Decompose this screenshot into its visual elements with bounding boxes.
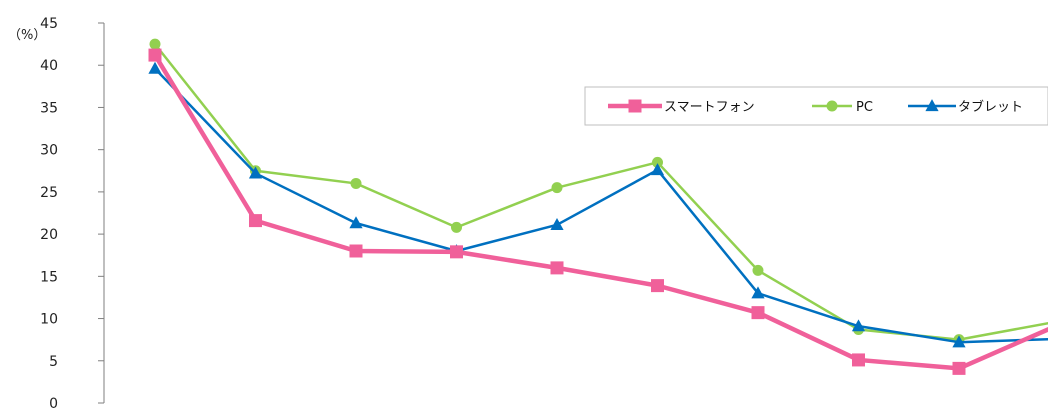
data-point — [451, 221, 462, 233]
data-point — [551, 182, 563, 194]
y-tick-label: 15 — [40, 269, 58, 285]
y-tick-label: 40 — [40, 58, 58, 74]
data-point — [952, 361, 966, 375]
legend-entry: PC — [812, 100, 873, 115]
data-point — [651, 279, 664, 293]
data-point — [349, 244, 363, 258]
legend-label: タブレット — [958, 99, 1023, 115]
y-tick-label: 45 — [40, 16, 58, 32]
data-point — [149, 38, 161, 50]
y-axis-unit-label: （%） — [8, 28, 46, 43]
legend-swatch-marker — [826, 100, 838, 112]
data-point — [851, 319, 866, 332]
data-point — [752, 264, 764, 276]
y-tick-label: 25 — [40, 185, 58, 201]
data-point — [350, 177, 362, 189]
legend-entry: タブレット — [908, 99, 1023, 115]
data-point — [852, 353, 865, 367]
y-tick-label: 10 — [40, 312, 58, 328]
series-layer — [148, 38, 1048, 375]
data-point — [450, 245, 463, 259]
legend-entry: スマートフォン — [608, 99, 755, 115]
y-tick-label: 30 — [40, 143, 58, 159]
data-point — [652, 156, 663, 168]
data-point — [550, 217, 564, 230]
y-tick-label: 35 — [40, 100, 58, 116]
data-point — [650, 163, 665, 176]
y-tick-label: 0 — [49, 396, 58, 410]
legend: スマートフォン PC タブレット — [584, 86, 1048, 126]
series-circle — [149, 38, 1048, 346]
data-point — [148, 61, 162, 74]
data-point — [349, 216, 363, 229]
data-point — [248, 166, 263, 179]
series-line — [153, 53, 1048, 371]
legend-swatch-marker — [925, 99, 939, 112]
legend-label: スマートフォン — [664, 100, 755, 115]
data-point — [550, 261, 564, 275]
data-point — [952, 335, 966, 348]
y-tick-label: 20 — [40, 227, 58, 243]
y-axis: 0 5 10 15 20 25 30 35 40 45 — [40, 16, 105, 410]
y-tick-label: 5 — [49, 354, 58, 370]
legend-swatch-marker — [628, 99, 642, 113]
legend-label: PC — [856, 100, 873, 115]
series-square — [148, 48, 1048, 375]
data-point — [751, 286, 765, 299]
data-point — [148, 48, 162, 62]
data-point — [249, 214, 262, 228]
data-point — [751, 306, 765, 320]
series-line — [154, 67, 1048, 344]
